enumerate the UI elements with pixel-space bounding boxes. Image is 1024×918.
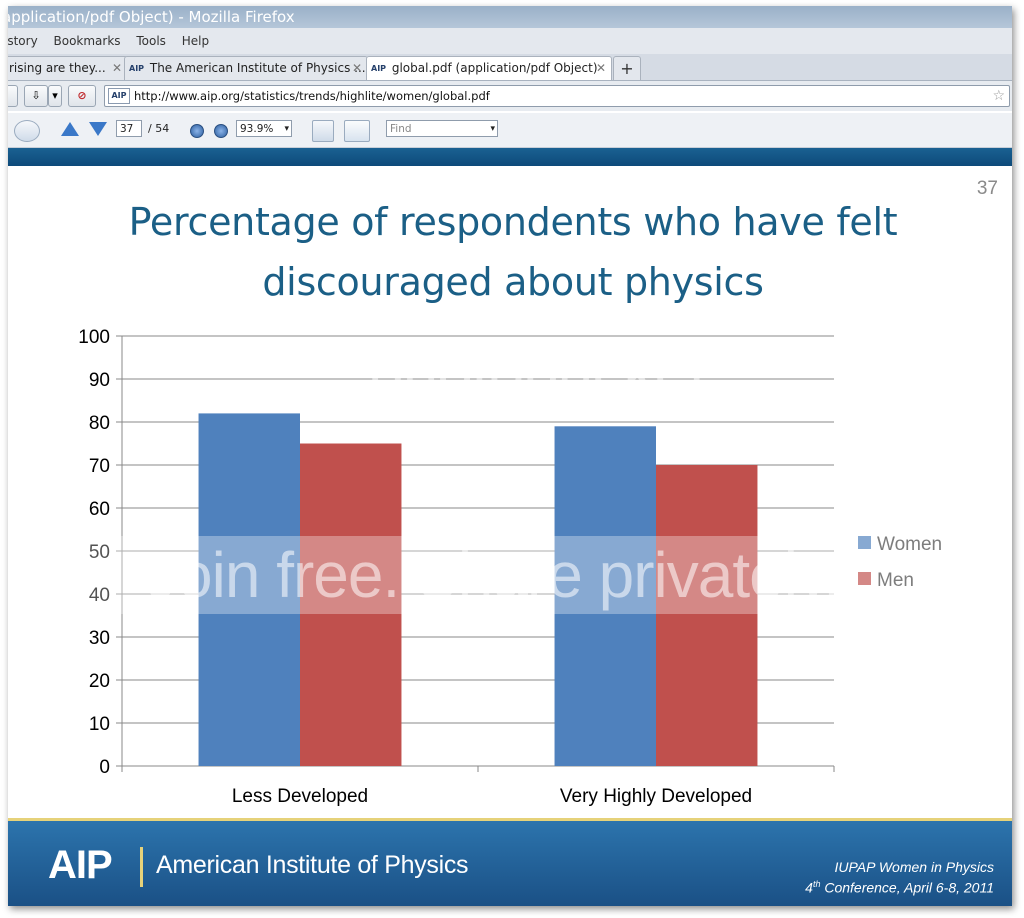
save-icon[interactable] [312,120,334,142]
aip-favicon-icon: AIP [371,64,387,73]
bar-men [300,443,402,766]
organization-name: American Institute of Physics [156,851,469,879]
legend-swatch [858,536,871,549]
tab-bar: rising are they... ✕ AIP The American In… [8,54,1012,81]
aip-favicon-icon: AIP [129,64,145,73]
close-icon[interactable]: ✕ [111,61,122,75]
close-icon[interactable]: ✕ [595,61,606,75]
bar-men [656,465,758,766]
watermark-banner: Join free. Share privately. [8,536,973,614]
legend-label: Women [877,534,942,555]
y-tick-label: 0 [99,757,110,778]
navigation-bar: ⇩ ▾ ⊘ AIP http://www.aip.org/statistics/t… [8,81,1012,111]
back-button[interactable] [8,85,18,107]
y-tick-label: 70 [89,456,110,477]
x-category-label: Very Highly Developed [560,786,752,807]
y-tick-label: 40 [89,585,110,606]
window-title: application/pdf Object) - Mozilla Firefo… [8,6,1012,28]
zoom-select[interactable]: 93.9% ▾ [236,120,292,137]
menu-help[interactable]: Help [181,34,210,48]
aip-logo: AIP [48,843,113,887]
tab-label: The American Institute of Physics ... [149,61,366,75]
footer-divider [140,847,143,887]
close-icon[interactable]: ✕ [351,61,362,75]
y-tick-label: 10 [89,714,110,735]
y-tick-label: 80 [89,413,110,434]
chevron-down-icon: ▾ [490,124,495,134]
stop-icon[interactable]: ⊘ [68,85,96,107]
pdf-toolbar: 37 / 54 93.9% ▾ Find ▾ [8,113,1012,148]
y-tick-label: 30 [89,628,110,649]
watermark-logo: photobucket [368,335,707,407]
slide-footer: AIP American Institute of Physics IUPAP … [8,818,1012,906]
y-tick-label: 60 [89,499,110,520]
y-tick-label: 50 [89,542,110,563]
bar-chart: 0 10 20 30 40 50 60 70 80 90 100 Less Developed Very… [78,327,942,807]
slide-title: Percentage of respondents who have felt … [48,192,978,312]
tab-aip[interactable]: AIP The American Institute of Physics ..… [124,56,368,80]
browser-window: application/pdf Object) - Mozilla Firefo… [8,6,1012,906]
x-category-label: Less Developed [232,786,368,807]
menu-tools[interactable]: Tools [136,34,166,48]
fit-page-icon[interactable] [344,120,370,142]
y-tick-label: 100 [78,327,110,348]
watermark-text: Join free. Share privately. [146,539,841,611]
slide-title-line1: Percentage of respondents who have felt [128,200,898,244]
url-text: http://www.aip.org/statistics/trends/hig… [134,89,490,103]
find-input[interactable]: Find ▾ [386,120,498,137]
new-tab-button[interactable]: + [613,56,641,80]
slide-title-line2: discouraged about physics [262,260,764,304]
bar-women [554,426,656,766]
find-placeholder: Find [390,123,412,135]
page-number: 37 [976,178,998,199]
page-number-input[interactable]: 37 [116,120,142,137]
menu-bookmarks[interactable]: Bookmarks [53,34,121,48]
menu-history[interactable]: istory [8,34,38,48]
pdf-page: 37 Percentage of respondents who have fe… [8,166,1012,906]
page-top-edge [8,148,1012,166]
page-total: / 54 [148,122,170,135]
tab-label: global.pdf (application/pdf Object) [391,61,598,75]
zoom-value: 93.9% [240,123,274,135]
url-bar[interactable]: AIP http://www.aip.org/statistics/trends/… [104,85,1010,107]
site-favicon-icon: AIP [108,88,130,104]
zoom-out-icon[interactable] [190,124,204,138]
chevron-down-icon: ▾ [284,124,289,134]
legend-swatch [858,572,871,585]
conference-details: 4th Conference, April 6-8, 2011 [805,879,994,896]
y-tick-label: 20 [89,671,110,692]
zoom-in-icon[interactable] [214,124,228,138]
chevron-down-icon[interactable]: ▾ [48,85,62,107]
download-icon[interactable]: ⇩ [24,85,48,107]
tab-rising[interactable]: rising are they... ✕ [8,56,128,80]
bookmark-star-icon[interactable]: ☆ [992,88,1005,104]
bar-women [198,413,300,766]
previous-page-icon[interactable] [61,122,79,136]
tab-label: rising are they... [9,61,106,75]
conference-name: IUPAP Women in Physics [834,859,995,875]
y-tick-label: 90 [89,370,110,391]
menu-bar: istory Bookmarks Tools Help [8,28,1012,54]
pdf-reader-icon[interactable] [14,120,40,142]
tab-global-pdf[interactable]: AIP global.pdf (application/pdf Object) … [366,56,612,80]
legend-label: Men [877,570,914,591]
next-page-icon[interactable] [89,122,107,136]
